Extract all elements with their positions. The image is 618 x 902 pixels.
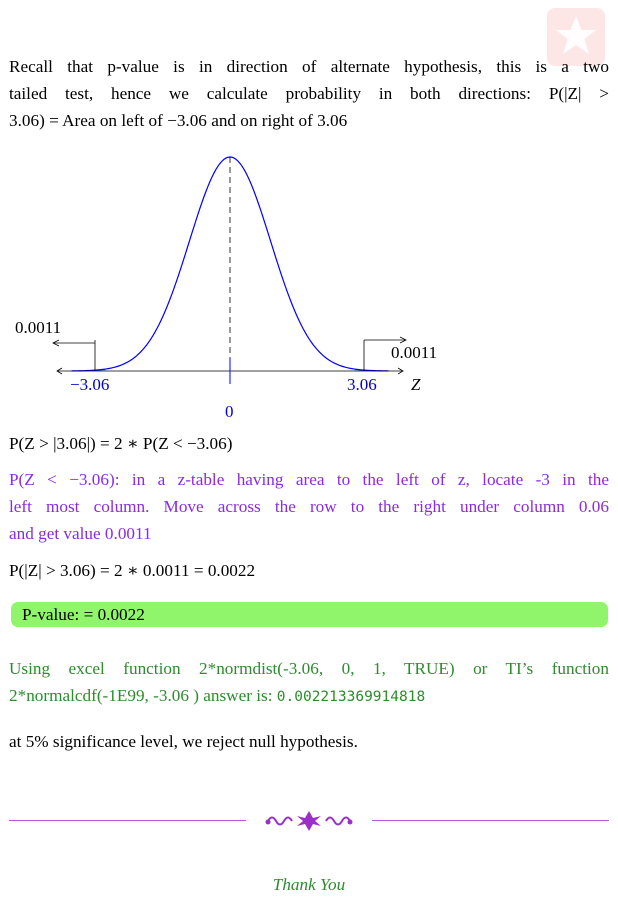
excel-paragraph: Using excel function 2*normdist(-3.06, 0…: [9, 655, 609, 711]
excel-line: 2*normalcdf(-1E99, -3.06 ) answer is: 0.…: [9, 682, 609, 711]
left-arrowhead-icon: [52, 339, 60, 347]
conclusion-text: at 5% significance level, we reject null…: [9, 732, 358, 751]
right-area-label: 0.0011: [391, 343, 437, 362]
right-arrowhead-icon: [399, 336, 407, 344]
divider-left: [9, 820, 246, 821]
thank-you-text: Thank You: [272, 875, 346, 894]
normal-curve-graph: 0.0011 0.0011 −3.06 3.06 Z 0: [15, 156, 437, 421]
intro-line: tailed test, hence we calculate probabil…: [9, 84, 609, 103]
equation-text: P(|Z| > 3.06) = 2 ∗ 0.0011 = 0.0022: [9, 561, 256, 580]
axis-right-arrow-icon: [397, 367, 404, 375]
explanation-line: left most column. Move across the row to…: [9, 497, 609, 516]
center-label: 0: [225, 402, 234, 421]
watermark-logo-icon: [547, 8, 605, 66]
explanation-line: P(Z < −3.06): in a z-table having area t…: [9, 470, 609, 489]
equation-text: P(Z > |3.06|) = 2 ∗ P(Z < −3.06): [9, 434, 233, 453]
equation-two-tail: P(Z > |3.06|) = 2 ∗ P(Z < −3.06): [9, 430, 609, 457]
conclusion: at 5% significance level, we reject null…: [9, 728, 609, 755]
axis-left-arrow-icon: [56, 367, 63, 375]
intro-line: 3.06) = Area on left of −3.06 and on rig…: [9, 111, 348, 130]
ornament-flourish-icon: [265, 811, 353, 831]
equation-result: P(|Z| > 3.06) = 2 ∗ 0.0011 = 0.0022: [9, 557, 609, 584]
divider-right: [372, 820, 609, 821]
intro-line: Recall that p-value is in direction of a…: [9, 57, 609, 76]
left-area-label: 0.0011: [15, 318, 61, 337]
p-value-box: P-value: = 0.0022: [11, 602, 608, 627]
intro-paragraph: Recall that p-value is in direction of a…: [9, 53, 609, 134]
z-table-explanation: P(Z < −3.06): in a z-table having area t…: [9, 466, 609, 547]
excel-line-text: 2*normalcdf(-1E99, -3.06 ) answer is:: [9, 686, 277, 705]
left-tick-label: −3.06: [70, 375, 109, 394]
excel-line: Using excel function 2*normdist(-3.06, 0…: [9, 659, 609, 678]
excel-answer-value: 0.002213369914818: [276, 689, 426, 705]
right-tick-label: 3.06: [347, 375, 377, 394]
explanation-line: and get value 0.0011: [9, 524, 152, 543]
axis-label: Z: [411, 375, 421, 394]
